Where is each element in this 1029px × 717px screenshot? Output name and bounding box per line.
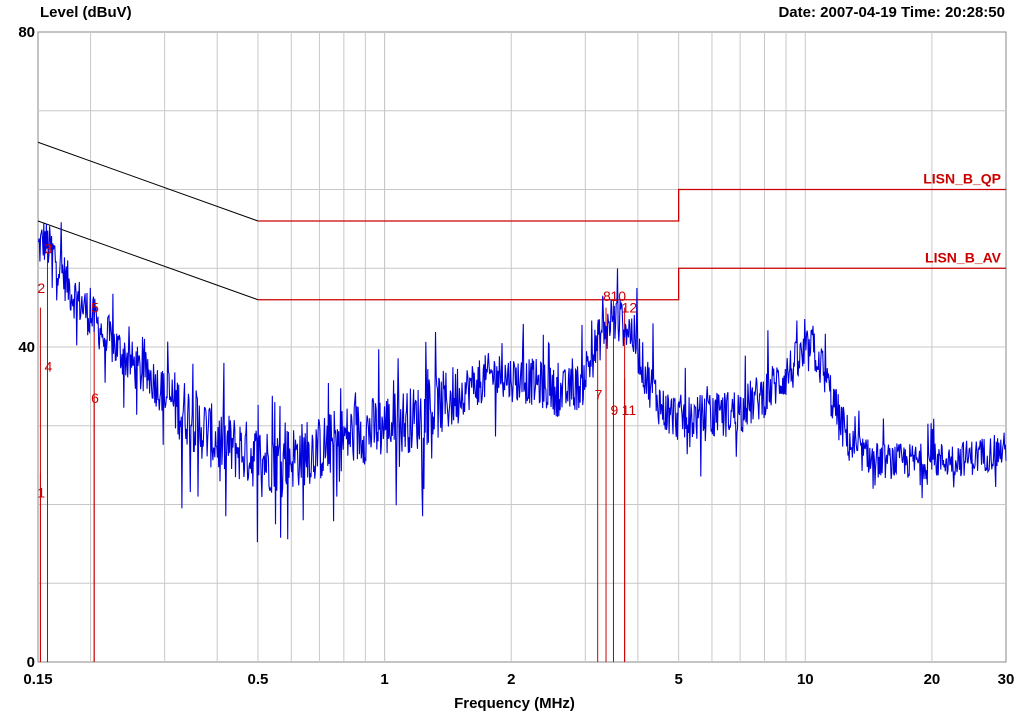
x-tick-label: 1 — [380, 671, 388, 688]
marker-label: 10 — [610, 288, 626, 304]
limit-line-label: LISN_B_AV — [925, 249, 1002, 265]
marker-label: 2 — [37, 280, 45, 296]
y-tick-label: 80 — [18, 24, 35, 41]
marker-lines — [39, 252, 626, 662]
x-tick-label: 2 — [507, 671, 515, 688]
x-axis-label: Frequency (MHz) — [454, 695, 575, 712]
marker-label: 9 — [610, 402, 618, 418]
limit-line-flat — [257, 188, 1006, 222]
x-tick-label: 0.15 — [23, 671, 52, 688]
x-tick-label: 30 — [998, 671, 1015, 688]
marker-label: 4 — [44, 359, 52, 375]
limit-line-slope — [37, 220, 259, 301]
emission-trace — [37, 222, 1007, 543]
marker-label: 5 — [91, 300, 99, 316]
x-tick-label: 5 — [674, 671, 682, 688]
marker-label: 1 — [37, 485, 45, 501]
y-tick-label: 0 — [27, 654, 35, 671]
limit-line-label: LISN_B_QP — [923, 171, 1001, 187]
date-time-label: Date: 2007-04-19 Time: 20:28:50 — [778, 4, 1005, 21]
marker-label: 3 — [44, 241, 52, 257]
limit-line-flat — [257, 267, 1006, 301]
marker-label: 11 — [622, 402, 637, 418]
x-tick-label: 20 — [924, 671, 941, 688]
marker-label: 12 — [622, 300, 638, 316]
x-tick-label: 0.5 — [248, 671, 269, 688]
limit-lines — [37, 141, 1006, 301]
marker-label: 7 — [595, 386, 603, 402]
y-axis-label: Level (dBuV) — [40, 4, 132, 21]
y-tick-label: 40 — [18, 339, 35, 356]
marker-label: 6 — [91, 390, 99, 406]
marker-label: 8 — [603, 288, 611, 304]
x-tick-label: 10 — [797, 671, 814, 688]
limit-line-slope — [37, 141, 259, 222]
